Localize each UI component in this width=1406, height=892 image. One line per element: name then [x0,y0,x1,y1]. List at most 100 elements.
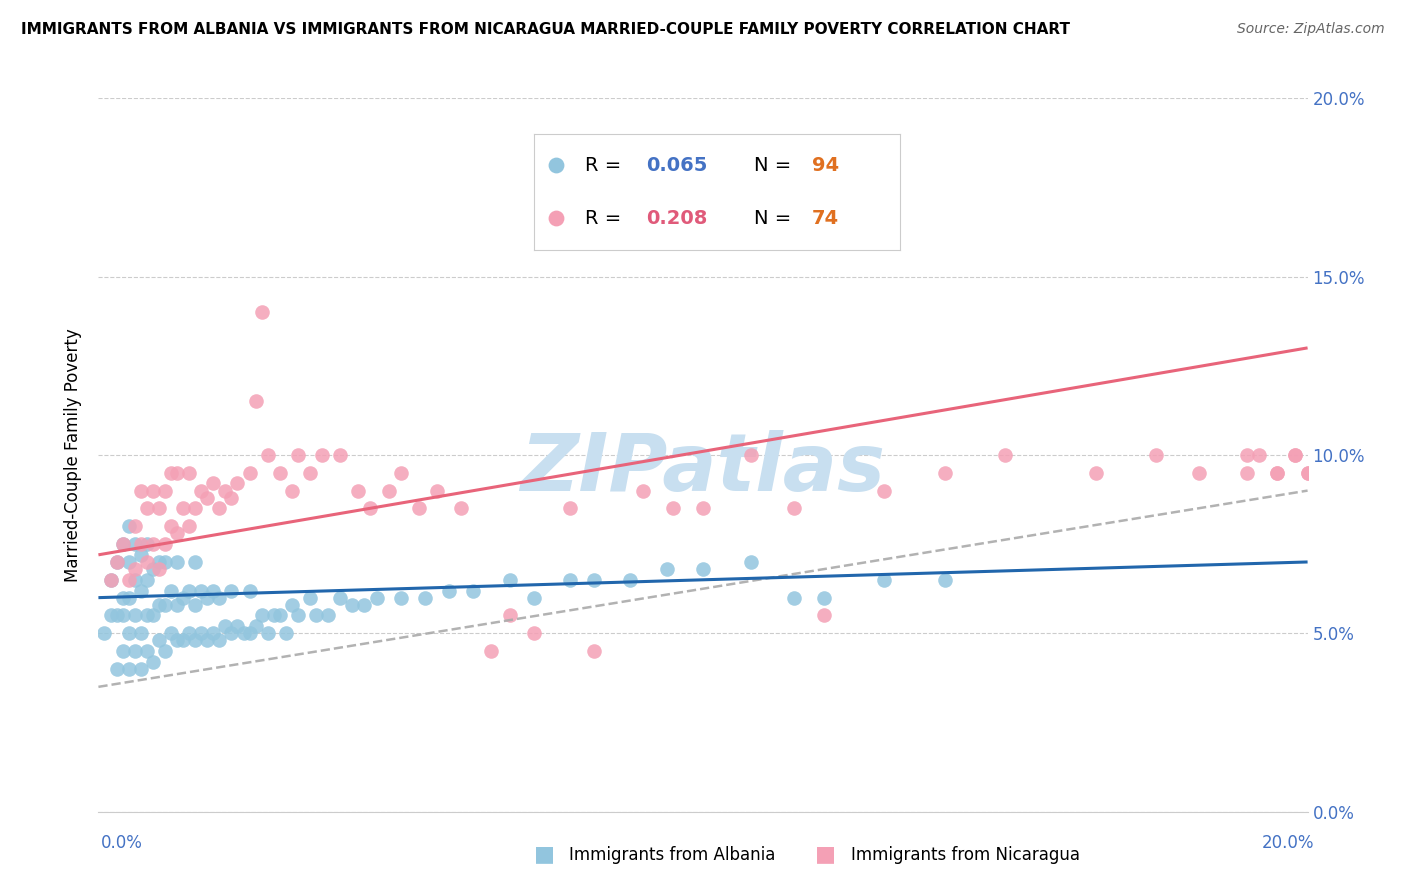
Point [105,608,128,623]
Point [208,633,231,648]
Point [166,598,188,612]
Point [256,448,278,462]
Point [1267,466,1289,480]
Point [558,501,581,516]
Point [1267,466,1289,480]
Point [148,633,170,648]
Point [329,448,352,462]
Point [124,519,146,533]
Point [124,573,146,587]
Point [1236,466,1258,480]
Point [111,537,134,551]
Point [347,483,370,498]
Point [179,583,201,598]
Point [172,633,194,648]
Point [245,619,267,633]
Text: 0.0%: 0.0% [101,834,143,852]
Point [873,573,896,587]
Point [111,608,134,623]
Point [100,573,122,587]
Point [1085,466,1108,480]
Point [184,555,207,569]
Text: N =: N = [754,209,797,228]
Point [360,501,382,516]
Text: N =: N = [754,155,797,175]
Point [1296,466,1319,480]
Point [179,519,201,533]
Point [100,573,122,587]
Point [148,501,170,516]
Point [135,555,157,569]
Point [342,598,364,612]
Point [195,633,218,648]
Point [413,591,436,605]
Point [274,626,297,640]
Point [692,501,714,516]
Text: Immigrants from Albania: Immigrants from Albania [569,846,776,863]
Point [166,555,188,569]
Point [463,583,485,598]
Point [129,662,152,676]
Point [269,608,291,623]
Point [437,583,460,598]
Point [783,591,806,605]
Point [160,583,183,598]
Point [118,626,141,640]
Text: ■: ■ [534,845,555,864]
Point [153,644,176,658]
Point [934,466,956,480]
Point [184,633,207,648]
Point [239,583,262,598]
Text: 20.0%: 20.0% [1263,834,1315,852]
Point [1188,466,1211,480]
Point [135,608,157,623]
Text: 94: 94 [813,155,839,175]
Point [124,537,146,551]
Point [546,211,568,226]
Point [305,608,328,623]
Point [142,608,165,623]
Point [190,583,212,598]
Point [408,501,430,516]
Point [135,573,157,587]
Point [148,555,170,569]
Point [105,662,128,676]
Point [389,591,412,605]
Point [118,555,141,569]
Point [100,608,122,623]
Text: R =: R = [585,209,628,228]
Point [184,598,207,612]
Point [214,619,236,633]
Point [583,644,606,658]
Point [994,448,1017,462]
Point [281,483,304,498]
Point [1249,448,1271,462]
Point [498,573,520,587]
Point [208,591,231,605]
Point [239,466,262,480]
Point [166,633,188,648]
Point [389,466,412,480]
Point [232,626,254,640]
Point [124,562,146,576]
Point [153,537,176,551]
Point [269,466,291,480]
Point [129,483,152,498]
Point [172,591,194,605]
Point [813,591,835,605]
Point [1284,448,1306,462]
Point [129,548,152,562]
Point [662,501,685,516]
Point [153,555,176,569]
Point [190,483,212,498]
Point [142,562,165,576]
Point [450,501,472,516]
Text: Immigrants from Nicaragua: Immigrants from Nicaragua [851,846,1080,863]
Point [142,483,165,498]
Point [172,501,194,516]
Point [583,573,606,587]
Point [1296,466,1319,480]
Point [190,626,212,640]
Point [105,555,128,569]
Point [377,483,399,498]
